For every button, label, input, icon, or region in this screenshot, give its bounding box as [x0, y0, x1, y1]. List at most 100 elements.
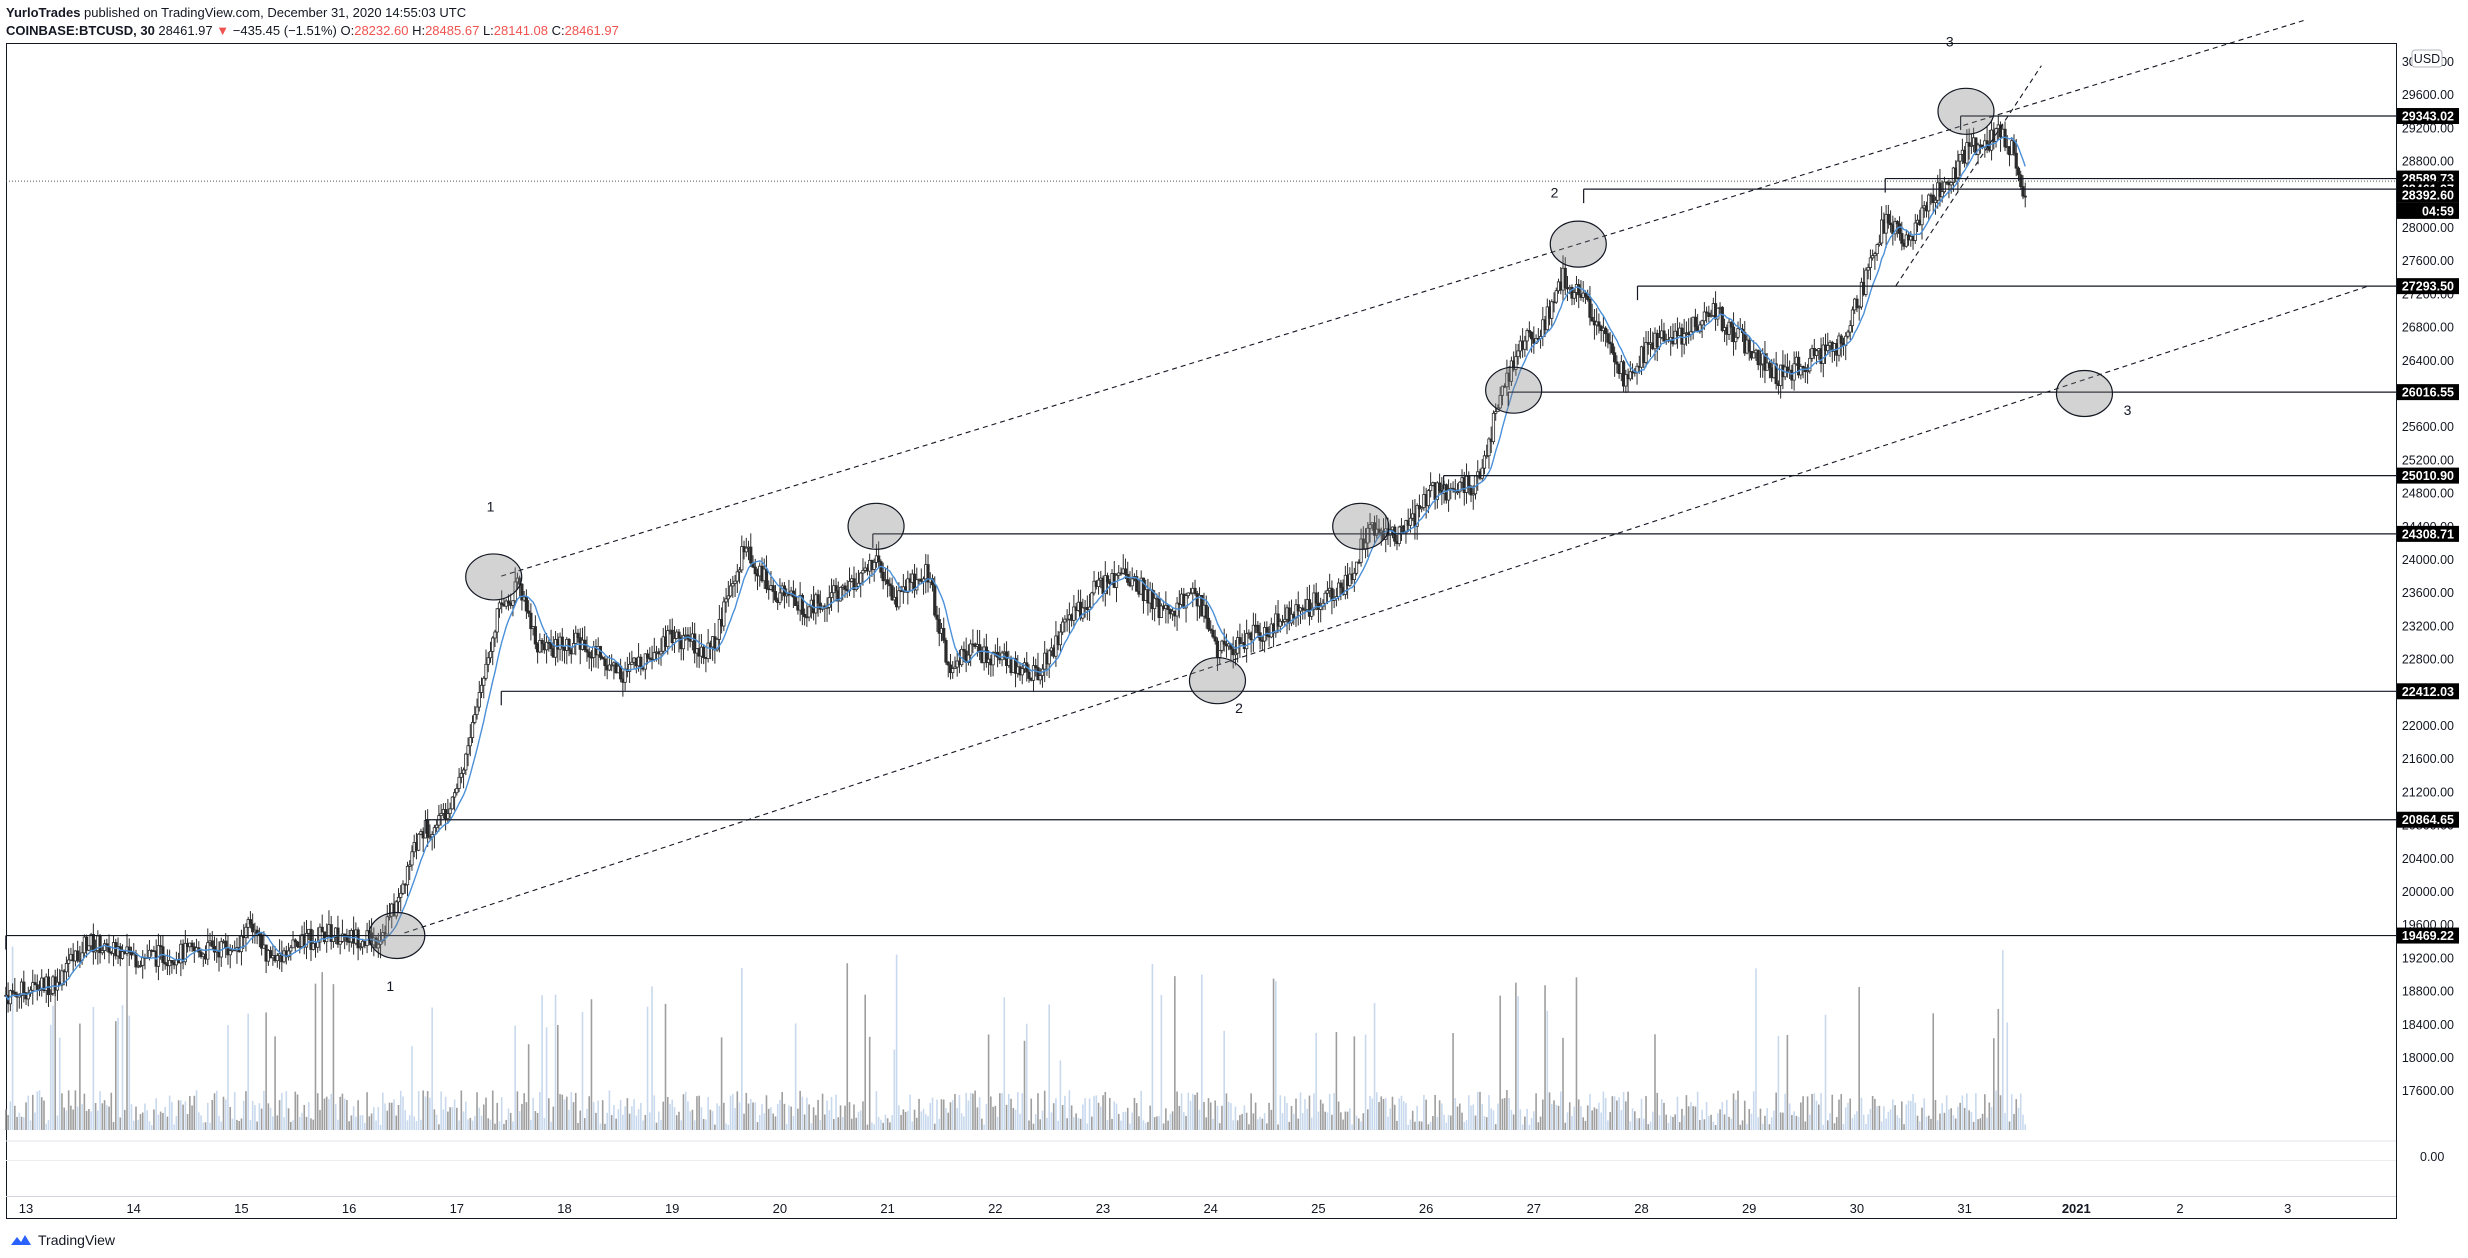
publisher-name[interactable]: YurloTrades [6, 5, 81, 20]
candle-body [1354, 561, 1359, 574]
price-tick: 22800.00 [2402, 653, 2454, 667]
highlight-circles[interactable] [368, 87, 2114, 960]
candle-body [120, 951, 125, 959]
candle-body [1458, 481, 1462, 493]
time-tick: 28 [1634, 1201, 1648, 1216]
candle-body [1339, 582, 1343, 588]
candle-body [87, 945, 91, 951]
candle-body [677, 631, 681, 639]
candle-body [953, 666, 957, 669]
footer-brand: TradingView [38, 1232, 116, 1248]
candle-body [35, 984, 39, 990]
candle-body [1886, 213, 1890, 224]
tradingview-footer[interactable]: TradingView [10, 1232, 115, 1248]
candle-body [329, 924, 333, 942]
time-tick: 2021 [2062, 1201, 2091, 1216]
high-label: H: [412, 23, 426, 38]
candle-body [628, 663, 632, 672]
candle-body [1103, 575, 1107, 594]
candle-body [1438, 482, 1442, 491]
candle-body [603, 658, 607, 667]
candle-body [814, 594, 818, 614]
candle-body [320, 926, 324, 933]
candle-body [244, 926, 248, 939]
low-label: L: [482, 23, 494, 38]
candle-body [937, 618, 941, 634]
candle-body [1491, 412, 1496, 443]
candle-body [731, 583, 735, 587]
candle-body [1184, 595, 1188, 609]
trend-lines[interactable] [404, 19, 2371, 934]
candle-body [1036, 667, 1040, 681]
candle-body [64, 962, 69, 973]
candle-body [1920, 207, 1924, 226]
time-tick: 29 [1742, 1201, 1756, 1216]
candle-body [1397, 526, 1401, 545]
candle-body [771, 585, 775, 592]
highlight-circle [465, 553, 523, 601]
candle-body [289, 947, 293, 952]
candle-body [544, 641, 549, 651]
candle-body [365, 930, 369, 946]
candle-body [1693, 316, 1697, 328]
candle-body [1220, 640, 1224, 651]
candle-body [969, 643, 973, 656]
candle-body [1206, 617, 1211, 630]
time-tick: 19 [665, 1201, 679, 1216]
candle-body [405, 865, 410, 886]
candle-body [872, 561, 876, 570]
candle-body [1583, 292, 1588, 297]
candle-body [984, 646, 988, 663]
time-tick: 14 [126, 1201, 140, 1216]
candle-body [706, 642, 710, 660]
candle-body [170, 960, 174, 963]
price-tick: 21200.00 [2402, 785, 2454, 799]
price-tick: 29600.00 [2402, 88, 2454, 102]
candle-body [210, 940, 214, 947]
candle-body [293, 939, 297, 943]
candle-body [1366, 527, 1370, 544]
candle-body [1615, 361, 1619, 365]
candle-body [491, 637, 495, 652]
horizontal-levels[interactable] [5, 115, 2396, 950]
highlight-circle [847, 502, 905, 550]
candle-body [1435, 482, 1439, 500]
symbol-name[interactable]: COINBASE:BTCUSD, 30 [6, 23, 155, 38]
candle-body [385, 916, 389, 935]
candle-body [134, 953, 138, 968]
currency-button[interactable]: USD [2411, 49, 2443, 68]
candle-body [717, 618, 721, 640]
candle-body [744, 547, 748, 553]
price-label-text: 28392.60 [2402, 188, 2454, 202]
candle-body [681, 635, 686, 650]
candle-body [1850, 309, 1855, 327]
candle-body [1837, 335, 1841, 356]
candle-body [540, 640, 544, 645]
candle-body [1193, 587, 1197, 594]
candle-body [1455, 491, 1460, 494]
candle-body [1821, 344, 1825, 364]
candle-body [1359, 538, 1363, 563]
candle-body [1731, 326, 1736, 343]
price-tick: 26800.00 [2402, 321, 2454, 335]
candle-body [1303, 609, 1307, 611]
candle-body [484, 663, 488, 679]
candle-body [163, 962, 167, 965]
candle-body [1278, 620, 1282, 627]
candle-body [1900, 233, 1904, 244]
candle-body [1058, 631, 1063, 646]
candle-body [645, 653, 650, 659]
wave-label: 3 [2124, 402, 2132, 418]
candle-body [1213, 636, 1217, 642]
candle-body [1720, 306, 1724, 331]
candle-body [1153, 597, 1157, 610]
price-tick: 20000.00 [2402, 885, 2454, 899]
candle-body [1707, 312, 1711, 317]
candle-body [2014, 152, 2018, 169]
candle-body [1808, 357, 1812, 372]
price-label-text: 19469.22 [2402, 929, 2454, 943]
candle-body [147, 949, 152, 958]
candle-body [576, 632, 580, 639]
candle-body [387, 915, 392, 918]
